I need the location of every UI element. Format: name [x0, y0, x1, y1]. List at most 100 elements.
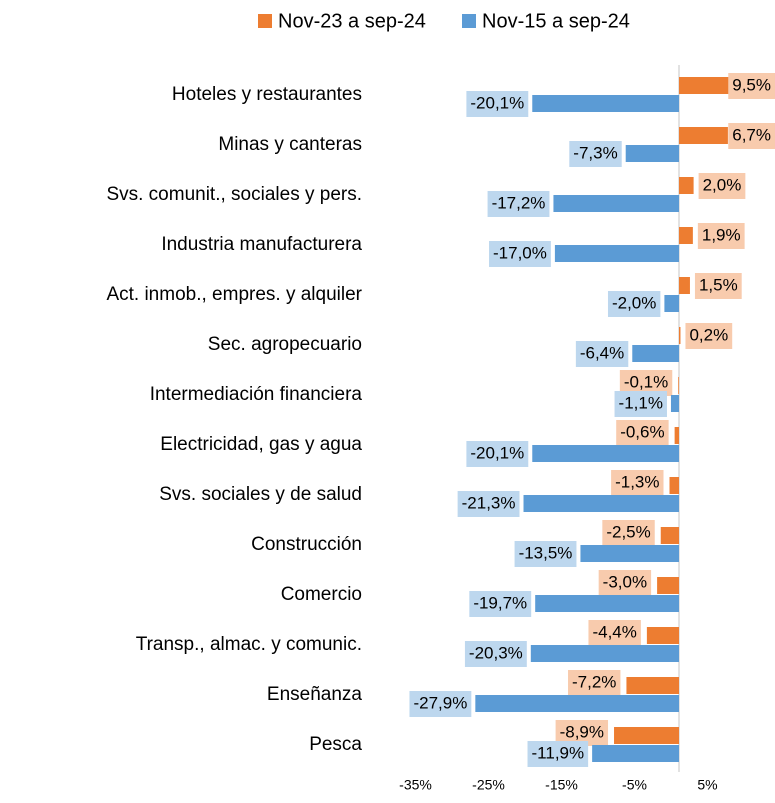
data-label: -3,0%: [603, 572, 647, 591]
data-label-box: [466, 91, 529, 117]
data-label: -13,5%: [519, 543, 573, 562]
data-label: 2,0%: [703, 175, 742, 194]
data-label-box: [588, 620, 641, 646]
category-label: Comercio: [281, 584, 362, 605]
category-label: Construcción: [251, 534, 362, 555]
bar: [646, 627, 679, 644]
data-label-group: 6,7%: [728, 123, 775, 149]
data-label: -19,7%: [473, 593, 527, 612]
data-label: 1,9%: [702, 225, 741, 244]
category-label: Industria manufacturera: [161, 234, 362, 255]
bar: [475, 695, 679, 712]
data-label: -17,0%: [493, 243, 547, 262]
data-label: 1,5%: [699, 275, 738, 294]
bar: [679, 277, 690, 294]
category-label: Intermediación financiera: [150, 384, 363, 405]
bar: [660, 527, 679, 544]
legend-label: Nov-15 a sep-24: [482, 10, 630, 32]
data-label: -20,3%: [469, 643, 523, 662]
data-label: -7,2%: [572, 672, 616, 691]
bar: [532, 95, 679, 112]
bar: [553, 195, 679, 212]
data-label-group: -20,1%: [466, 441, 529, 467]
legend-swatch: [462, 14, 476, 28]
data-label-group: 0,2%: [685, 323, 733, 349]
data-label-group: -20,3%: [464, 641, 527, 667]
data-label: -0,1%: [624, 372, 668, 391]
data-label: -7,3%: [573, 143, 617, 162]
x-tick-label: -15%: [545, 777, 578, 793]
data-label-group: -7,3%: [569, 141, 622, 167]
data-label: -21,3%: [462, 493, 516, 512]
data-label-box: [469, 591, 532, 617]
data-label-group: 9,5%: [728, 73, 775, 99]
data-label-box: [698, 173, 746, 199]
data-label-group: -2,0%: [607, 291, 661, 317]
data-label-group: -20,1%: [466, 91, 529, 117]
data-label: -1,3%: [615, 472, 659, 491]
category-label: Transp., almac. y comunic.: [136, 634, 362, 655]
data-label-box: [569, 141, 622, 167]
bar: [679, 127, 728, 144]
data-label: 0,2%: [689, 325, 728, 344]
x-tick-label: -25%: [472, 777, 505, 793]
bar: [674, 427, 679, 444]
data-label-box: [487, 191, 550, 217]
bar: [664, 295, 679, 312]
data-label-box: [527, 741, 589, 767]
data-label-group: -7,2%: [568, 670, 621, 696]
data-label: -2,0%: [612, 293, 656, 312]
data-label: -8,9%: [560, 722, 604, 741]
category-label: Hoteles y restaurantes: [172, 84, 362, 105]
data-label-group: 1,9%: [697, 223, 745, 249]
data-label-box: [409, 691, 472, 717]
data-label-group: -4,4%: [588, 620, 641, 646]
category-label: Enseñanza: [267, 684, 363, 705]
data-label-box: [568, 670, 621, 696]
data-label-group: -1,3%: [611, 470, 664, 496]
data-label-box: [466, 441, 529, 467]
bar: [625, 145, 679, 162]
data-label: -4,4%: [592, 622, 636, 641]
data-label: -2,5%: [606, 522, 650, 541]
x-tick-label: -35%: [399, 777, 432, 793]
data-label-box: [728, 73, 775, 99]
data-label-group: 2,0%: [698, 173, 746, 199]
bar: [614, 727, 679, 744]
bar: [670, 395, 679, 412]
data-label-box: [694, 273, 742, 299]
data-label-box: [614, 391, 667, 417]
data-label: 9,5%: [732, 75, 771, 94]
data-label-group: -17,0%: [489, 241, 551, 267]
data-label-group: -3,0%: [598, 570, 652, 596]
legend-swatch: [258, 14, 272, 28]
data-label-box: [611, 470, 664, 496]
data-label-group: -19,7%: [469, 591, 532, 617]
data-label-group: -21,3%: [457, 491, 520, 517]
bar: [592, 745, 679, 762]
data-label-box: [685, 323, 733, 349]
data-label-box: [607, 291, 661, 317]
data-label: -1,1%: [619, 393, 663, 412]
data-label: -20,1%: [470, 93, 524, 112]
bar: [678, 377, 679, 394]
data-label: -27,9%: [413, 693, 467, 712]
category-label: Minas y canteras: [218, 134, 362, 155]
data-label: -20,1%: [470, 443, 524, 462]
category-label: Svs. sociales y de salud: [159, 484, 362, 505]
data-label-box: [464, 641, 527, 667]
bar: [657, 577, 679, 594]
data-label-box: [575, 341, 629, 367]
data-label-group: -2,5%: [602, 520, 655, 546]
data-label-group: -17,2%: [487, 191, 550, 217]
data-label: -0,6%: [620, 422, 664, 441]
bar: [532, 445, 679, 462]
data-label: -11,9%: [532, 743, 585, 762]
data-label-box: [728, 123, 775, 149]
data-label: -6,4%: [580, 343, 624, 362]
data-label-group: -6,4%: [575, 341, 629, 367]
data-label-box: [616, 420, 669, 446]
x-tick-label: 5%: [697, 777, 717, 793]
bar: [530, 645, 679, 662]
category-label: Svs. comunit., sociales y pers.: [106, 184, 362, 205]
